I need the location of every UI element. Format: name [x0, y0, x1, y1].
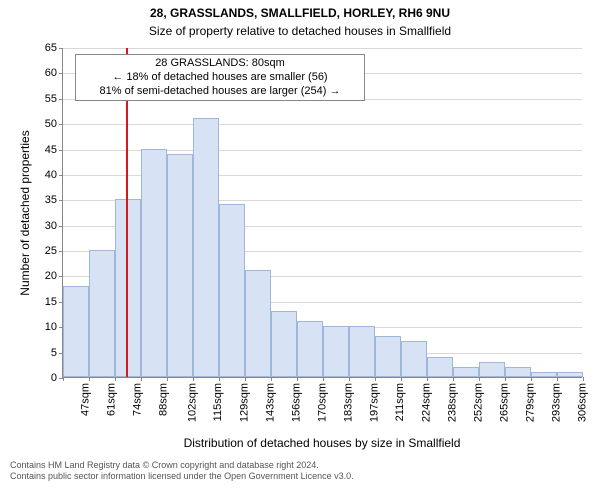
histogram-bar — [505, 367, 531, 377]
y-tick-label: 25 — [45, 245, 57, 257]
x-tick-label: 115sqm — [212, 383, 224, 421]
x-tick-label: 238sqm — [447, 383, 459, 422]
x-tick-label: 47sqm — [80, 383, 92, 416]
y-tick-label: 20 — [45, 270, 57, 282]
y-tick-label: 35 — [45, 194, 57, 206]
histogram-bar — [63, 286, 89, 377]
footer-line2: Contains public sector information licen… — [10, 471, 600, 482]
annotation-box: 28 GRASSLANDS: 80sqm ← 18% of detached h… — [75, 54, 365, 101]
x-tick-label: 170sqm — [317, 383, 329, 422]
y-tick-label: 5 — [51, 347, 57, 359]
x-tick-label: 143sqm — [265, 383, 277, 422]
histogram-bar — [427, 357, 453, 377]
x-tick-label: 252sqm — [473, 383, 485, 422]
x-tick-label: 279sqm — [525, 383, 537, 422]
x-tick-label: 156sqm — [291, 383, 303, 422]
y-axis-label: Number of detached properties — [18, 48, 32, 378]
histogram-bar — [401, 341, 427, 377]
annotation-line2: ← 18% of detached houses are smaller (56… — [80, 71, 360, 85]
histogram-bar — [271, 311, 297, 377]
y-tick-label: 65 — [45, 42, 57, 54]
histogram-bar — [323, 326, 349, 377]
y-tick-label: 15 — [45, 296, 57, 308]
gridline — [63, 48, 582, 49]
x-tick-label: 306sqm — [577, 383, 589, 422]
histogram-bar — [349, 326, 375, 377]
histogram-bar — [245, 270, 271, 377]
x-tick-label: 102sqm — [187, 383, 199, 422]
histogram-bar — [557, 372, 583, 377]
x-tick-label: 129sqm — [239, 383, 251, 422]
y-tick-label: 50 — [45, 118, 57, 130]
annotation-line1: 28 GRASSLANDS: 80sqm — [80, 57, 360, 71]
y-tick-label: 60 — [45, 67, 57, 79]
footer-attribution: Contains HM Land Registry data © Crown c… — [0, 460, 600, 483]
x-tick-label: 88sqm — [158, 383, 170, 416]
y-tick-label: 10 — [45, 321, 57, 333]
x-tick-label: 61sqm — [106, 383, 118, 416]
x-tick-label: 197sqm — [369, 383, 381, 422]
histogram-bar — [297, 321, 323, 377]
y-tick-label: 30 — [45, 220, 57, 232]
histogram-bar — [453, 367, 479, 377]
y-tick-label: 40 — [45, 169, 57, 181]
chart-title-line1: 28, GRASSLANDS, SMALLFIELD, HORLEY, RH6 … — [0, 6, 600, 20]
histogram-bar — [115, 199, 141, 377]
x-axis-label: Distribution of detached houses by size … — [62, 436, 582, 450]
chart-container: { "title_line1": "28, GRASSLANDS, SMALLF… — [0, 0, 600, 500]
histogram-bar — [167, 154, 193, 377]
y-tick-label: 45 — [45, 144, 57, 156]
histogram-bar — [193, 118, 219, 377]
annotation-line3: 81% of semi-detached houses are larger (… — [80, 85, 360, 99]
chart-title-line2: Size of property relative to detached ho… — [0, 24, 600, 38]
x-tick-label: 74sqm — [132, 383, 144, 416]
x-tick-label: 224sqm — [421, 383, 433, 422]
x-tick-label: 211sqm — [394, 383, 406, 421]
y-tick-label: 0 — [51, 372, 57, 384]
histogram-bar — [89, 250, 115, 377]
x-tick-label: 265sqm — [499, 383, 511, 422]
histogram-bar — [479, 362, 505, 377]
histogram-bar — [141, 149, 167, 377]
footer-line1: Contains HM Land Registry data © Crown c… — [10, 460, 600, 471]
x-tick-label: 183sqm — [343, 383, 355, 422]
gridline — [63, 124, 582, 125]
histogram-bar — [531, 372, 557, 377]
y-tick-label: 55 — [45, 93, 57, 105]
histogram-bar — [219, 204, 245, 377]
x-tick-label: 293sqm — [551, 383, 563, 422]
histogram-bar — [375, 336, 401, 377]
